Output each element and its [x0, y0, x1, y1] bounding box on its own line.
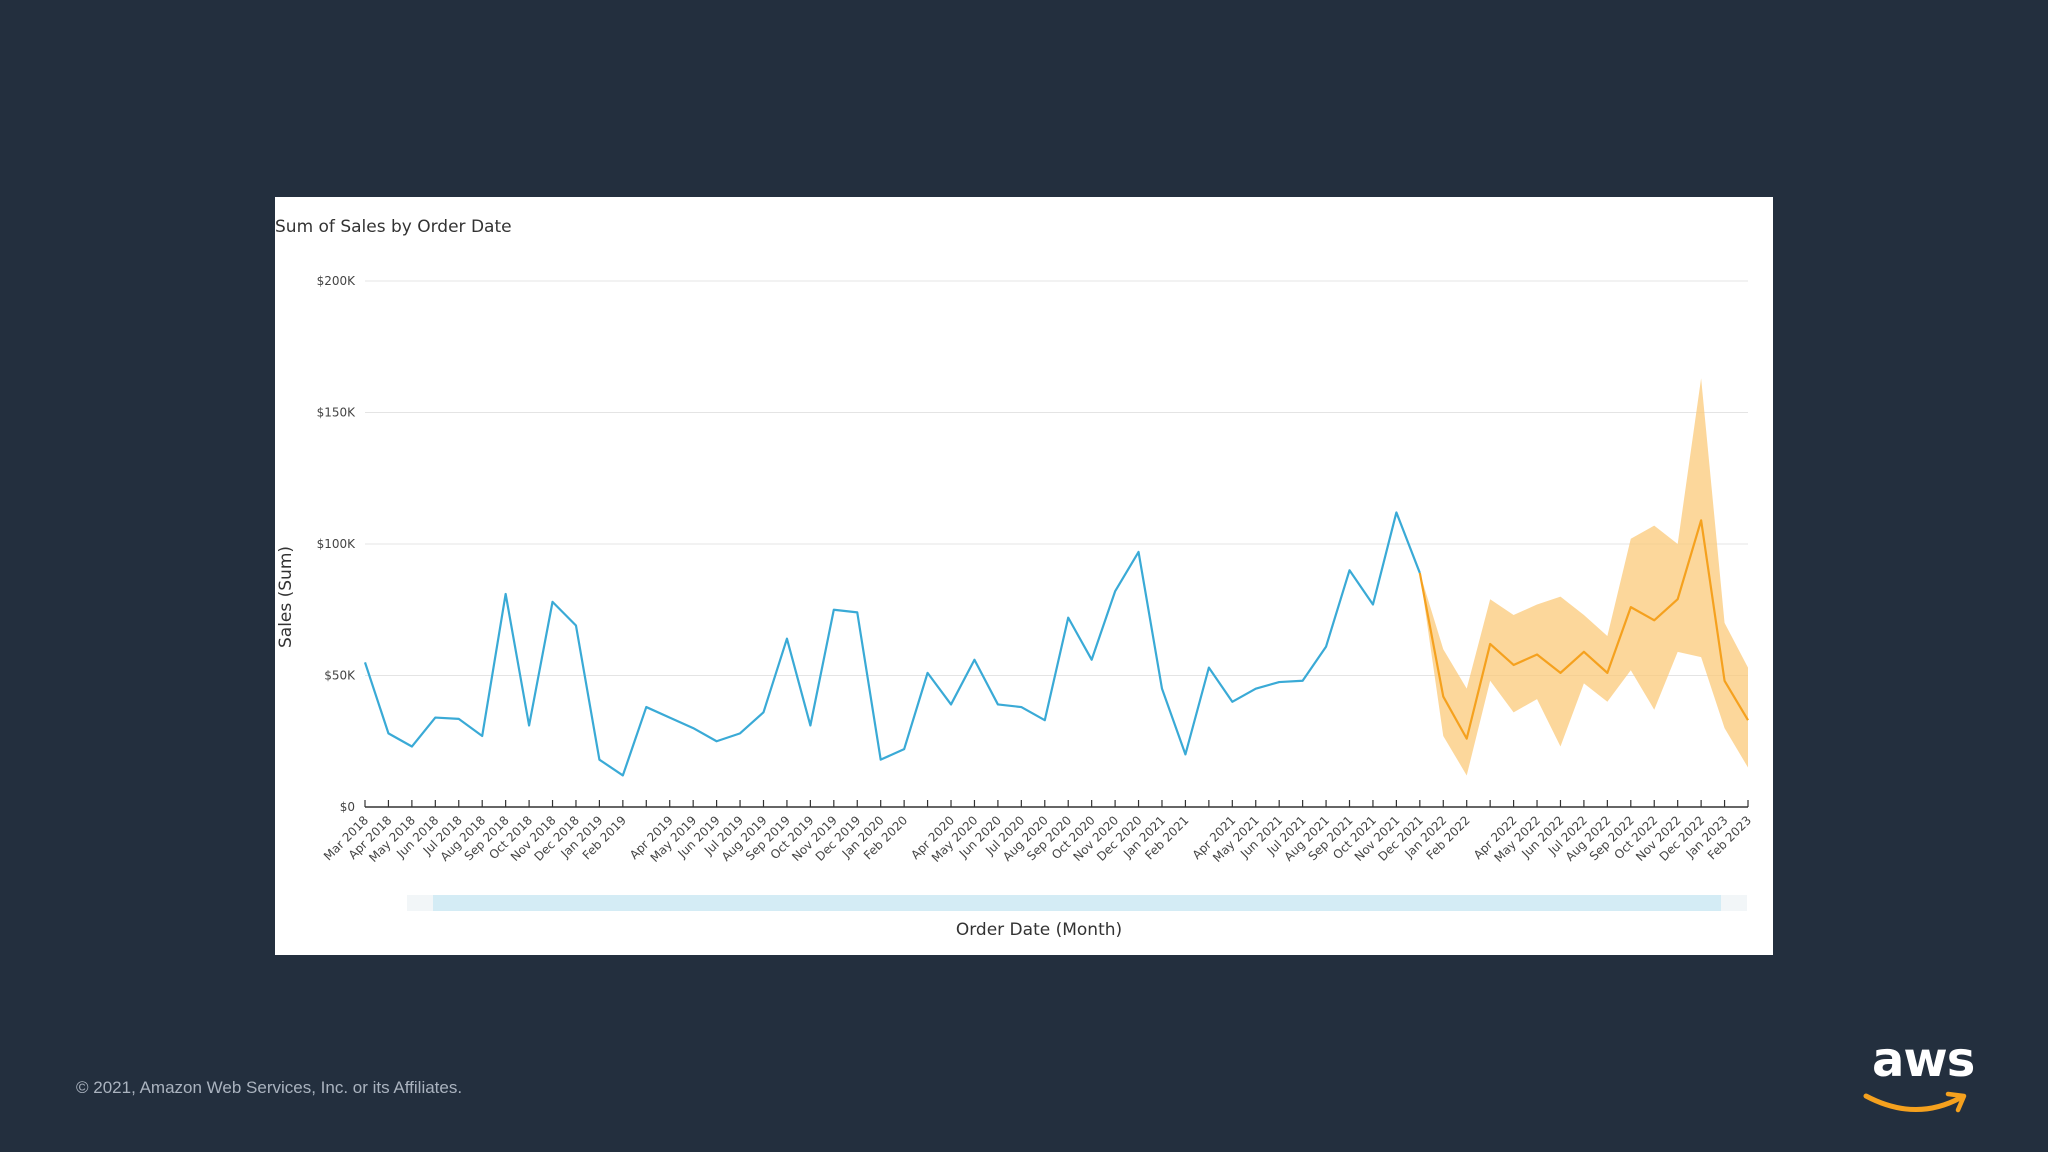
chart-title: Sum of Sales by Order Date	[275, 217, 512, 237]
y-axis-ticks: $0 $50K $100K $150K $200K	[317, 274, 357, 814]
y-tick-label: $100K	[317, 537, 357, 551]
series-lines	[363, 511, 1749, 777]
scrollbar-thumb[interactable]	[433, 895, 1721, 911]
line-chart[interactable]: Sum of Sales by Order Date $0 $50K $100K $1…	[275, 197, 1773, 955]
aws-logo-text: aws	[1872, 1032, 1975, 1088]
y-tick-label: $0	[340, 800, 355, 814]
forecast-band-layer	[1419, 378, 1748, 776]
y-axis-label: Sales (Sum)	[276, 546, 296, 648]
chart-panel: Sum of Sales by Order Date $0 $50K $100K $1…	[275, 197, 1773, 955]
footer-copyright: © 2021, Amazon Web Services, Inc. or its…	[76, 1078, 463, 1097]
y-tick-label: $200K	[317, 274, 357, 288]
forecast-confidence-band[interactable]	[1419, 378, 1748, 776]
aws-logo: aws	[1860, 1032, 1980, 1120]
aws-smile-icon	[1863, 1091, 1967, 1113]
forecast-series-line[interactable]	[1418, 519, 1749, 740]
y-tick-label: $50K	[324, 669, 356, 683]
actual-series-line[interactable]	[363, 511, 1421, 777]
range-scrollbar[interactable]	[407, 895, 1747, 911]
y-tick-label: $150K	[317, 406, 357, 420]
x-axis-label: Order Date (Month)	[956, 920, 1122, 940]
